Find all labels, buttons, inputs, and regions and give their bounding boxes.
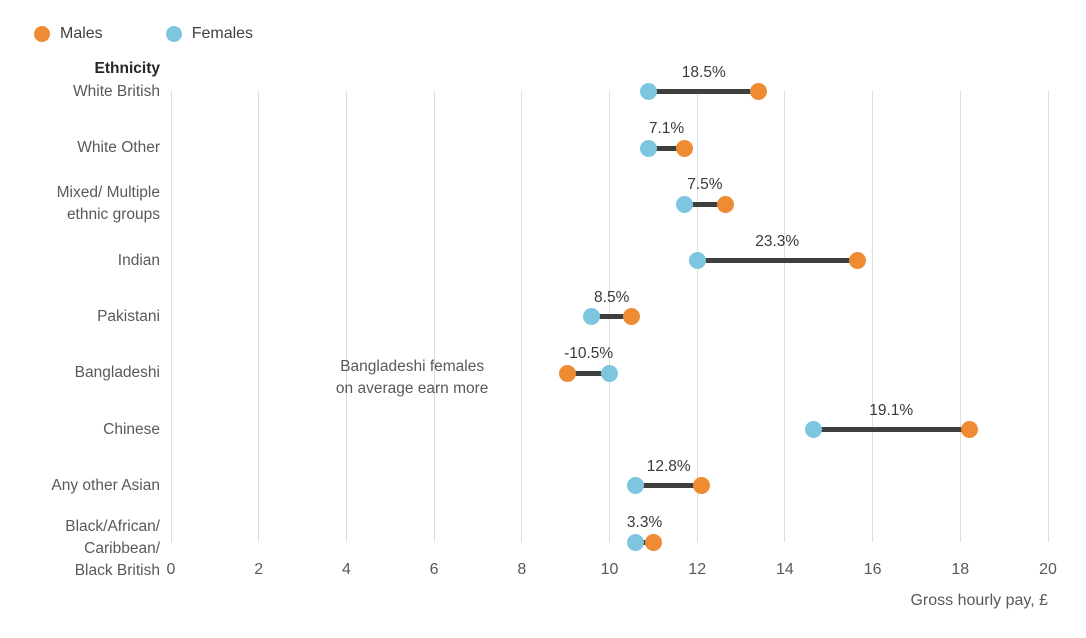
category-label-line: Mixed/ Multiple — [56, 184, 160, 202]
female-dot — [627, 477, 645, 495]
male-dot — [717, 195, 735, 213]
category-label-line: Bangladeshi — [74, 364, 160, 382]
male-dot — [622, 308, 640, 326]
row-connector — [697, 258, 858, 264]
annotation-bangladeshi-note: Bangladeshi females on average earn more — [336, 356, 489, 400]
row-connector — [635, 539, 654, 545]
category-label-line: ethnic groups — [66, 206, 160, 224]
x-tick-label: 18 — [951, 561, 970, 578]
gridline — [784, 91, 786, 542]
row-connector — [567, 370, 610, 376]
female-dot — [601, 364, 618, 382]
males-dot-icon — [34, 26, 50, 42]
gridline — [959, 91, 961, 542]
row-connector — [635, 483, 702, 489]
annotation-line: Bangladeshi females — [340, 358, 485, 376]
category-label: Black/African/Caribbean/Black British — [65, 516, 160, 582]
x-tick-label: 6 — [429, 561, 439, 578]
female-dot — [583, 308, 601, 326]
gap-percent-label: -10.5% — [564, 345, 614, 363]
gap-percent-label: 18.5% — [681, 63, 726, 81]
category-label-line: Indian — [117, 251, 160, 269]
x-axis-title: Gross hourly pay, £ — [910, 592, 1048, 609]
row-connector — [648, 89, 759, 95]
male-dot — [693, 477, 711, 495]
gridline — [258, 91, 260, 542]
male-dot — [960, 421, 978, 438]
category-label: Any other Asian — [51, 475, 160, 497]
legend-item-females: Females — [165, 25, 254, 43]
category-label-line: Black British — [74, 562, 160, 580]
x-tick-label: 0 — [166, 561, 176, 578]
category-label-line: Pakistani — [97, 307, 160, 325]
category-label: Mixed/ Multiple ethnic groups — [57, 182, 160, 226]
legend-item-males: Males — [34, 25, 103, 43]
x-tick-label: 20 — [1039, 561, 1057, 578]
row-connector — [684, 201, 726, 207]
legend-label-males: Males — [60, 25, 103, 42]
gridline — [696, 91, 698, 542]
male-dot — [750, 83, 768, 101]
x-tick-label: 14 — [775, 561, 794, 578]
gap-percent-label: 8.5% — [594, 288, 630, 306]
row-connector — [813, 427, 970, 432]
female-dot — [675, 195, 693, 213]
gap-percent-label: 12.8% — [646, 457, 691, 475]
male-dot — [848, 252, 866, 270]
female-dot — [640, 83, 658, 101]
category-label-line: White Other — [77, 139, 160, 156]
gridline — [433, 91, 435, 542]
row-connector — [591, 314, 632, 320]
category-label: Chinese — [103, 419, 160, 441]
category-label-line: Caribbean/ — [84, 540, 160, 558]
annotation-line: on average earn more — [335, 380, 489, 398]
females-dot-icon — [165, 26, 182, 42]
category-label-line: Chinese — [103, 420, 160, 438]
female-dot — [688, 252, 706, 270]
x-tick-label: 2 — [254, 561, 264, 578]
legend-label-females: Females — [191, 25, 254, 42]
x-tick-label: 8 — [517, 561, 527, 578]
category-label: White British — [73, 81, 160, 103]
row-connector — [648, 145, 685, 151]
category-label-line: White British — [73, 82, 160, 100]
y-axis-header: Ethnicity — [94, 60, 160, 77]
gridline — [521, 91, 523, 542]
gap-percent-label: 7.5% — [687, 176, 723, 194]
x-tick-label: 12 — [688, 561, 707, 578]
male-dot — [559, 364, 577, 382]
female-dot — [804, 421, 822, 438]
female-dot — [627, 533, 645, 551]
category-label: White Other — [77, 137, 160, 159]
gridline — [872, 91, 874, 542]
legend: Males Females — [34, 25, 253, 43]
male-dot — [675, 139, 693, 157]
gridline — [170, 91, 172, 542]
gridline — [345, 91, 347, 542]
female-dot — [640, 139, 658, 157]
gap-percent-label: 3.3% — [626, 514, 663, 532]
gridline — [1047, 91, 1049, 542]
x-tick-label: 16 — [863, 561, 882, 578]
x-tick-label: 10 — [600, 561, 619, 578]
x-tick-label: 4 — [341, 561, 351, 578]
gap-percent-label: 19.1% — [869, 401, 914, 419]
category-label-line: Black/African/ — [65, 518, 160, 536]
category-label-line: Any other Asian — [51, 476, 160, 494]
gap-percent-label: 7.1% — [648, 120, 685, 137]
male-dot — [644, 533, 662, 551]
category-label: Indian — [118, 250, 160, 272]
category-label: Pakistani — [97, 306, 160, 328]
category-label: Bangladeshi — [75, 362, 160, 384]
gap-percent-label: 23.3% — [755, 232, 800, 250]
